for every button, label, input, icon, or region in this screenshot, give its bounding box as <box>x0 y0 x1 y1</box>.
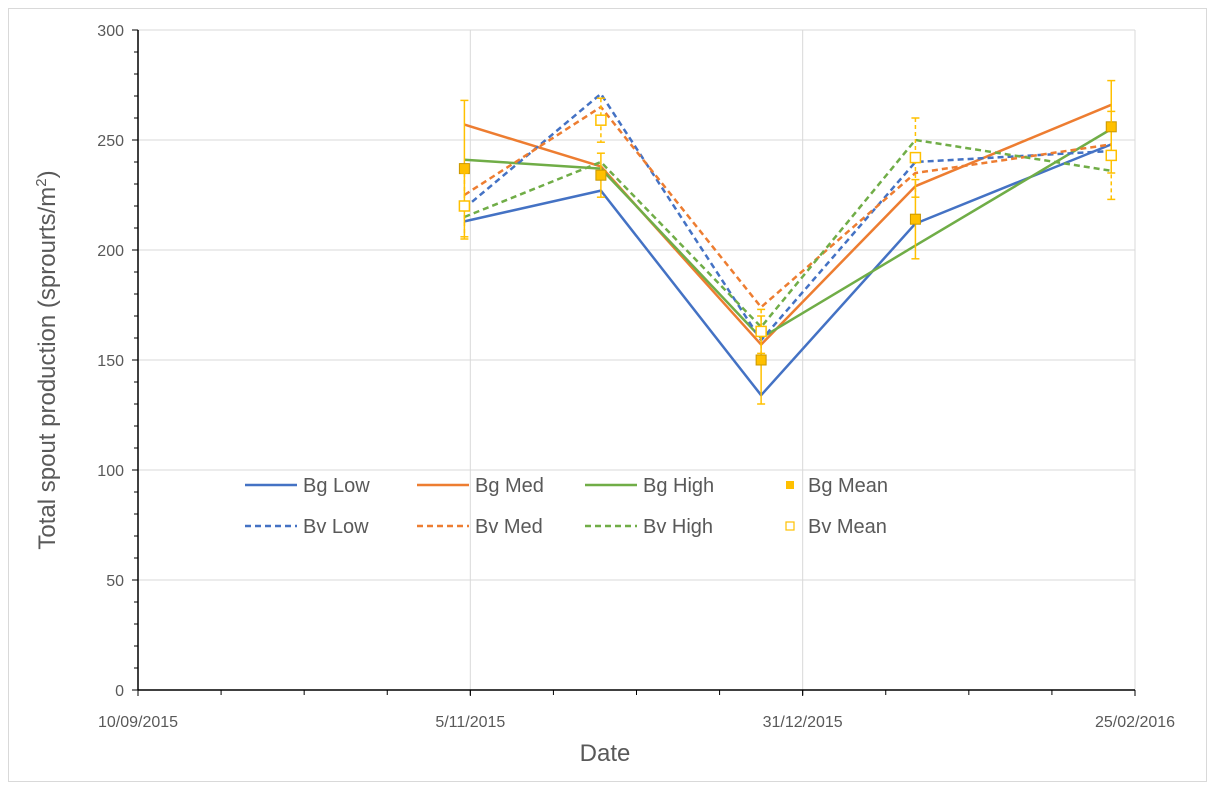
bg-mean-point <box>595 169 607 181</box>
legend: Bg Low Bg Med Bg High Bg Mean Bv Low Bv Med Bv… <box>245 475 888 538</box>
legend-label-bg-high: Bg High <box>643 475 714 497</box>
x-tick-label: 5/11/2015 <box>435 714 505 731</box>
legend-label-bv-low: Bv Low <box>303 516 369 538</box>
bv-mean-point <box>458 200 471 212</box>
x-tick-label: 10/09/2015 <box>98 714 178 731</box>
bg-mean-point <box>458 163 470 175</box>
series-line-bv-med <box>463 105 1112 309</box>
y-axis-title: Total spout production (sprourts/m2) <box>33 170 61 549</box>
legend-label-bg-mean: Bg Mean <box>808 475 888 497</box>
x-axis-ticks: 10/09/2015 5/11/2015 31/12/2015 25/02/2016 <box>98 690 1175 731</box>
legend-label-bv-med: Bv Med <box>475 516 543 538</box>
series-line-bg-high <box>464 127 1112 340</box>
y-tick-label: 50 <box>106 573 124 590</box>
y-tick-label: 100 <box>97 463 124 480</box>
legend-label-bv-mean: Bv Mean <box>808 516 887 538</box>
y-tick-label: 250 <box>97 133 124 150</box>
legend-label-bg-low: Bg Low <box>303 475 370 497</box>
y-axis-title-tail: ) <box>34 170 61 178</box>
bv-mean-point <box>595 114 607 126</box>
series-line-bv-high <box>463 138 1112 329</box>
gridlines <box>138 29 1136 690</box>
y-tick-label: 300 <box>97 23 124 40</box>
mean-markers <box>458 79 1118 405</box>
y-axis-title-main: Total spout production (sprourts/m <box>34 187 61 550</box>
y-tick-label: 200 <box>97 243 124 260</box>
series-line-bv-low <box>463 92 1112 342</box>
y-tick-label: 0 <box>115 683 124 700</box>
chart-frame <box>8 8 1207 782</box>
bg-mean-point <box>909 213 921 225</box>
bg-mean-point <box>755 354 767 366</box>
bv-mean-point <box>755 325 767 338</box>
legend-label-bg-med: Bg Med <box>475 475 544 497</box>
x-axis-title: Date <box>580 740 631 767</box>
y-axis-title-superscript: 2 <box>33 178 50 186</box>
bv-mean-point <box>1105 149 1118 162</box>
x-tick-label: 31/12/2015 <box>763 714 843 731</box>
y-axis-ticks: 0 50 100 150 200 250 300 <box>97 23 138 700</box>
y-tick-label: 150 <box>97 353 124 370</box>
series-lines <box>463 92 1112 397</box>
x-tick-label: 25/02/2016 <box>1095 714 1175 731</box>
bv-mean-point <box>909 151 922 164</box>
series-line-bg-low <box>464 143 1112 397</box>
legend-label-bv-high: Bv High <box>643 516 713 538</box>
legend-swatch-bg-mean <box>786 481 794 489</box>
legend-swatch-bv-mean <box>785 521 795 531</box>
